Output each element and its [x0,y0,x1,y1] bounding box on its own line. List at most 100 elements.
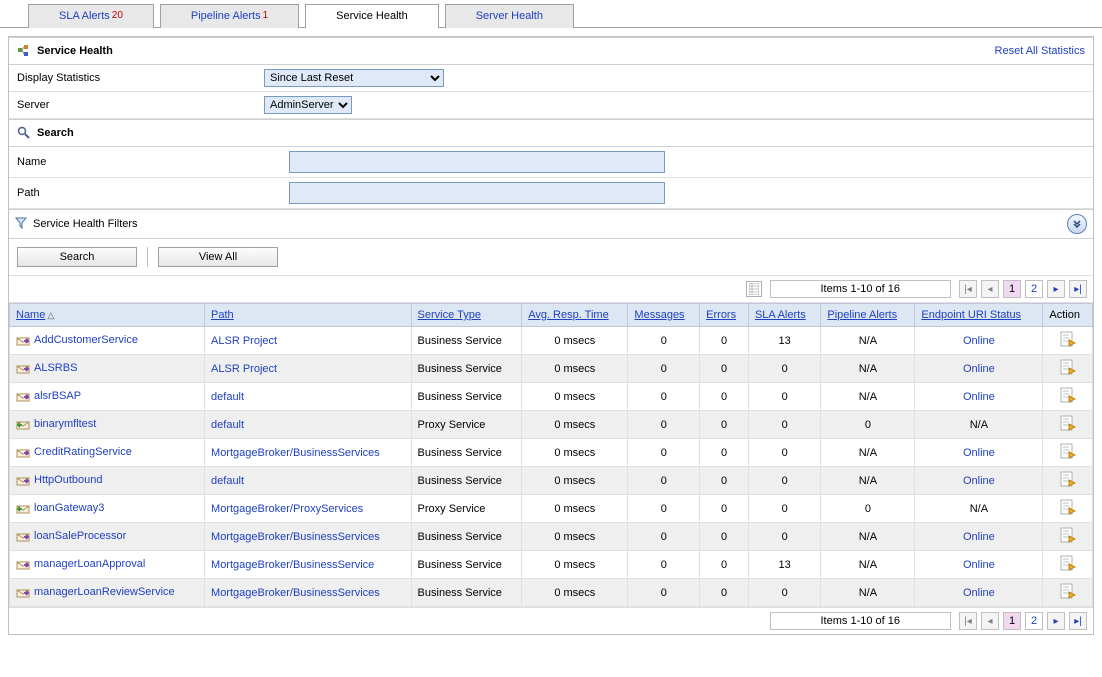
cell-errors: 0 [700,411,749,439]
endpoint-status-link[interactable]: Online [963,559,995,571]
cell-avg-resp: 0 msecs [522,439,628,467]
search-title: Search [37,127,74,139]
service-path-link[interactable]: MortgageBroker/BusinessServices [211,447,380,459]
tab-label: Service Health [336,10,408,22]
service-path-link[interactable]: ALSR Project [211,363,277,375]
col-sla-alerts[interactable]: SLA Alerts [748,304,820,327]
pager-prev-button-bottom[interactable]: ◂ [981,612,999,630]
cell-sla-alerts: 0 [748,523,820,551]
cell-pipeline-alerts: N/A [821,439,915,467]
filters-toggle-label: Service Health Filters [33,218,138,230]
search-path-label: Path [9,181,285,205]
action-icon[interactable] [1060,443,1076,459]
service-path-link[interactable]: MortgageBroker/BusinessServices [211,531,380,543]
server-label: Server [9,93,260,117]
service-name-link[interactable]: HttpOutbound [34,474,103,486]
pager-page-1-bottom[interactable]: 1 [1003,612,1021,630]
service-name-link[interactable]: ALSRBS [34,362,77,374]
expand-filters-button[interactable] [1067,214,1087,234]
cell-errors: 0 [700,467,749,495]
search-path-input[interactable] [289,182,665,204]
cell-avg-resp: 0 msecs [522,579,628,607]
service-path-link[interactable]: default [211,419,244,431]
server-select[interactable]: AdminServer [264,96,352,114]
col-messages[interactable]: Messages [628,304,700,327]
service-path-link[interactable]: default [211,475,244,487]
endpoint-status-link[interactable]: Online [963,363,995,375]
pager-prev-button[interactable]: ◂ [981,280,999,298]
col-name[interactable]: Name△ [10,304,205,327]
cell-errors: 0 [700,383,749,411]
col-pipeline-alerts[interactable]: Pipeline Alerts [821,304,915,327]
action-icon[interactable] [1060,583,1076,599]
view-all-button[interactable]: View All [158,247,278,267]
display-statistics-select[interactable]: Since Last Reset [264,69,444,87]
col-path[interactable]: Path [205,304,412,327]
action-icon[interactable] [1060,471,1076,487]
action-icon[interactable] [1060,359,1076,375]
proxy-service-icon [16,419,30,431]
business-service-icon [16,447,30,459]
pager-last-button-bottom[interactable]: ▸| [1069,612,1087,630]
service-health-table: Name△ Path Service Type Avg. Resp. Time … [9,303,1093,607]
service-name-link[interactable]: binarymfltest [34,418,96,430]
button-row: Search View All [9,239,1093,276]
pager-next-button-bottom[interactable]: ▸ [1047,612,1065,630]
service-path-link[interactable]: MortgageBroker/BusinessServices [211,587,380,599]
endpoint-status-link[interactable]: Online [963,587,995,599]
action-icon[interactable] [1060,527,1076,543]
col-service-type[interactable]: Service Type [411,304,522,327]
service-path-link[interactable]: ALSR Project [211,335,277,347]
pager-page-2-bottom[interactable]: 2 [1025,612,1043,630]
service-name-link[interactable]: managerLoanApproval [34,558,145,570]
col-endpoint-status[interactable]: Endpoint URI Status [915,304,1043,327]
service-name-link[interactable]: loanSaleProcessor [34,530,126,542]
pager-first-button-bottom[interactable]: |◂ [959,612,977,630]
table-row: AddCustomerServiceALSR ProjectBusiness S… [10,327,1093,355]
tab-server-health[interactable]: Server Health [445,4,574,28]
action-icon[interactable] [1060,415,1076,431]
service-path-link[interactable]: MortgageBroker/BusinessService [211,559,374,571]
col-avg-resp-time[interactable]: Avg. Resp. Time [522,304,628,327]
filters-toggle-row: Service Health Filters [9,209,1093,239]
action-icon[interactable] [1060,331,1076,347]
cell-messages: 0 [628,551,700,579]
endpoint-status-link[interactable]: Online [963,391,995,403]
endpoint-status-link[interactable]: Online [963,335,995,347]
pager-first-button[interactable]: |◂ [959,280,977,298]
cell-pipeline-alerts: N/A [821,355,915,383]
business-service-icon [16,475,30,487]
service-name-link[interactable]: loanGateway3 [34,502,104,514]
search-name-input[interactable] [289,151,665,173]
sort-asc-icon: △ [47,310,54,320]
pager-next-button[interactable]: ▸ [1047,280,1065,298]
action-icon[interactable] [1060,499,1076,515]
server-row: Server AdminServer [9,92,1093,119]
cell-messages: 0 [628,383,700,411]
service-path-link[interactable]: MortgageBroker/ProxyServices [211,503,363,515]
reset-all-statistics-link[interactable]: Reset All Statistics [995,45,1085,57]
cell-messages: 0 [628,495,700,523]
funnel-icon [15,217,27,232]
action-icon[interactable] [1060,555,1076,571]
endpoint-status-link[interactable]: Online [963,447,995,459]
search-button[interactable]: Search [17,247,137,267]
service-name-link[interactable]: alsrBSAP [34,390,81,402]
tab-label: Server Health [476,10,543,22]
pager-page-2[interactable]: 2 [1025,280,1043,298]
service-name-link[interactable]: AddCustomerService [34,334,138,346]
tab-service-health[interactable]: Service Health [305,4,439,28]
service-path-link[interactable]: default [211,391,244,403]
tab-pipeline-alerts[interactable]: Pipeline Alerts1 [160,4,299,28]
spreadsheet-icon[interactable] [746,281,762,297]
display-statistics-row: Display Statistics Since Last Reset [9,65,1093,92]
action-icon[interactable] [1060,387,1076,403]
service-name-link[interactable]: CreditRatingService [34,446,132,458]
service-name-link[interactable]: managerLoanReviewService [34,586,175,598]
col-errors[interactable]: Errors [700,304,749,327]
pager-last-button[interactable]: ▸| [1069,280,1087,298]
pager-page-1[interactable]: 1 [1003,280,1021,298]
tab-sla-alerts[interactable]: SLA Alerts20 [28,4,154,28]
endpoint-status-link[interactable]: Online [963,475,995,487]
endpoint-status-link[interactable]: Online [963,531,995,543]
